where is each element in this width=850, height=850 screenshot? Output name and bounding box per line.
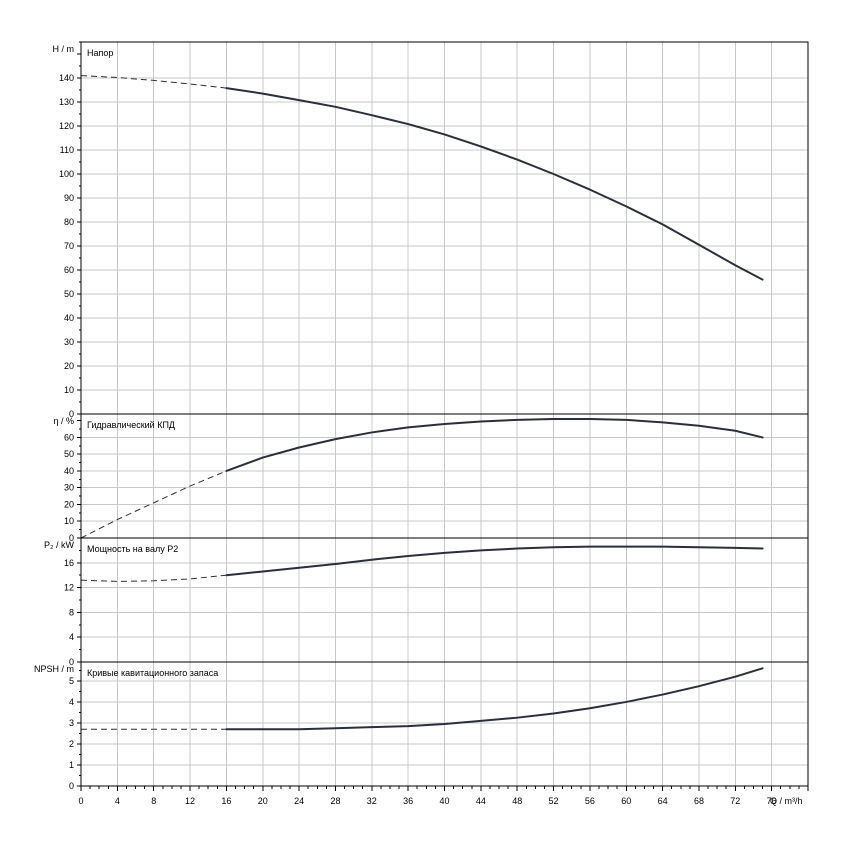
- npsh-y-tick-label: 1: [69, 760, 74, 770]
- head-y-tick-label: 140: [59, 73, 74, 83]
- curves-layer: [80, 75, 764, 731]
- x-tick-label: 56: [585, 796, 595, 806]
- x-tick-label: 76: [767, 796, 777, 806]
- x-tick-label: 16: [221, 796, 231, 806]
- x-tick-label: 72: [730, 796, 740, 806]
- power-curve-solid: [225, 545, 764, 577]
- power-y-tick-label: 0: [69, 657, 74, 667]
- power-panel-title: Мощность на валу P2: [87, 544, 178, 554]
- x-tick-label: 4: [115, 796, 120, 806]
- efficiency-y-tick-label: 20: [64, 499, 74, 509]
- npsh-y-tick-label: 2: [69, 739, 74, 749]
- npsh-y-tick-label: 4: [69, 697, 74, 707]
- efficiency-curve-solid: [225, 418, 764, 472]
- head-y-tick-label: 10: [64, 385, 74, 395]
- npsh-y-tick-label: 0: [69, 781, 74, 791]
- x-tick-label: 60: [621, 796, 631, 806]
- head-y-tick-label: 120: [59, 121, 74, 131]
- npsh-curve-solid: [225, 667, 764, 731]
- head-panel-title: Напор: [87, 48, 113, 58]
- head-y-axis-label: H / m: [53, 44, 75, 54]
- power-y-axis-label: P₂ / kW: [44, 540, 74, 550]
- head-y-tick-label: 130: [59, 97, 74, 107]
- head-curve-solid: [225, 87, 764, 281]
- head-y-tick-label: 40: [64, 313, 74, 323]
- efficiency-curve-dashed: [80, 470, 227, 539]
- head-y-tick-label: 30: [64, 337, 74, 347]
- npsh-y-tick-label: 3: [69, 718, 74, 728]
- x-tick-label: 68: [694, 796, 704, 806]
- npsh-panel-title: Кривые кавитационного запаса: [87, 668, 218, 678]
- head-y-tick-label: 20: [64, 361, 74, 371]
- x-tick-label: 12: [185, 796, 195, 806]
- power-y-tick-label: 8: [69, 607, 74, 617]
- ticks-layer: [77, 41, 809, 791]
- x-tick-label: 40: [439, 796, 449, 806]
- power-y-tick-label: 12: [64, 583, 74, 593]
- x-axis-label: Q / m³/h: [770, 796, 803, 806]
- x-tick-label: 44: [476, 796, 486, 806]
- head-y-tick-label: 70: [64, 241, 74, 251]
- x-tick-label: 28: [330, 796, 340, 806]
- x-tick-label: 36: [403, 796, 413, 806]
- head-y-tick-label: 60: [64, 265, 74, 275]
- x-tick-label: 32: [367, 796, 377, 806]
- head-y-tick-label: 50: [64, 289, 74, 299]
- efficiency-y-tick-label: 60: [64, 432, 74, 442]
- efficiency-y-tick-label: 10: [64, 516, 74, 526]
- head-y-tick-label: 80: [64, 217, 74, 227]
- efficiency-y-axis-label: η / %: [53, 416, 74, 426]
- head-y-tick-label: 90: [64, 193, 74, 203]
- npsh-y-axis-label: NPSH / m: [34, 664, 74, 674]
- x-tick-label: 52: [549, 796, 559, 806]
- power-y-tick-label: 4: [69, 632, 74, 642]
- efficiency-y-tick-label: 50: [64, 449, 74, 459]
- x-tick-label: 0: [78, 796, 83, 806]
- efficiency-y-tick-label: 30: [64, 483, 74, 493]
- head-curve-dashed: [80, 75, 227, 89]
- x-tick-label: 64: [658, 796, 668, 806]
- head-y-tick-label: 0: [69, 409, 74, 419]
- npsh-y-tick-label: 5: [69, 676, 74, 686]
- x-tick-label: 8: [151, 796, 156, 806]
- power-curve-dashed: [80, 574, 227, 582]
- x-tick-label: 24: [294, 796, 304, 806]
- power-y-tick-label: 16: [64, 558, 74, 568]
- efficiency-y-tick-label: 0: [69, 533, 74, 543]
- head-y-tick-label: 100: [59, 169, 74, 179]
- efficiency-y-tick-label: 40: [64, 466, 74, 476]
- x-tick-label: 20: [258, 796, 268, 806]
- x-tick-label: 48: [512, 796, 522, 806]
- efficiency-panel-title: Гидравлический КПД: [87, 420, 175, 430]
- head-y-tick-label: 110: [60, 145, 74, 155]
